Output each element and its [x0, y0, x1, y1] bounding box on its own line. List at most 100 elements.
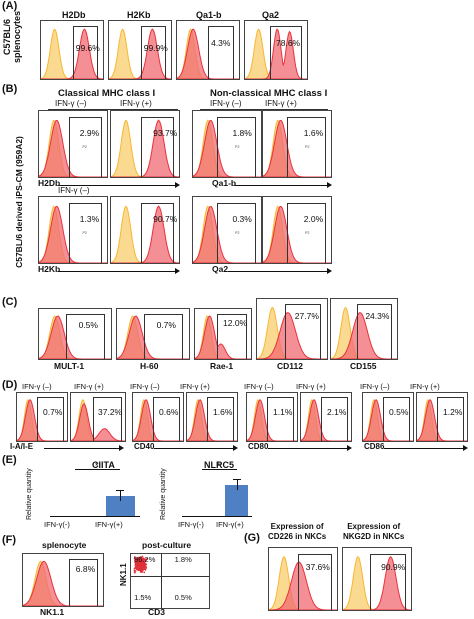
- stained-histogram: [41, 28, 103, 79]
- quadrant-label: 1.5%: [134, 592, 152, 602]
- stained-histogram: [363, 399, 413, 441]
- panel-a-title-4: Qa2: [262, 10, 280, 20]
- marker-rae1: Rae-1: [210, 361, 234, 371]
- control-histogram: [111, 119, 179, 177]
- percentage-label: 1.3%: [79, 213, 100, 224]
- percentage-label: 0.3%: [232, 213, 252, 224]
- histogram: 1.3% P2: [38, 196, 108, 264]
- histogram: 1.6%: [186, 392, 238, 442]
- category-label: IFN-γ(+): [95, 520, 123, 529]
- bar-chart-ciita: *: [50, 461, 140, 517]
- marker-h60: H-60: [140, 361, 159, 371]
- stained-histogram: [417, 399, 467, 441]
- histogram: 0.7%: [116, 308, 190, 360]
- stained-histogram: [111, 119, 179, 177]
- stained-histogram: [71, 403, 125, 441]
- stained-histogram: [193, 119, 261, 177]
- percentage-label: 1.8%: [232, 127, 252, 138]
- histogram: 1.1%: [246, 392, 298, 442]
- ifn-minus-label: IFN-γ (–): [360, 382, 390, 391]
- marker-cd40: CD40: [134, 442, 155, 451]
- percentage-label: 2.0%: [303, 213, 324, 224]
- histogram: 93.7%: [110, 110, 180, 178]
- stained-histogram: [331, 312, 397, 359]
- bar: [225, 485, 248, 516]
- histogram: 0.6%: [132, 392, 184, 442]
- ifn-plus-label: IFN-γ (+): [180, 382, 210, 391]
- histogram: 90.7%: [110, 196, 180, 264]
- histogram: 0.7%: [16, 392, 68, 442]
- control-histogram: [269, 555, 337, 610]
- ifn-minus-label: IFN-γ (–): [130, 382, 160, 391]
- histogram: 78.6%: [244, 20, 308, 80]
- stained-histogram: [263, 119, 331, 177]
- panel-a-label: (A): [2, 0, 18, 12]
- ifn-minus-label: IFN-γ (–): [210, 99, 242, 108]
- marker-cd80: CD80: [248, 442, 269, 451]
- ifn-plus-label: IFN-γ (+): [410, 382, 440, 391]
- stained-histogram: [245, 28, 307, 79]
- panel-a-side-label: C57BL/6 splenocytes: [2, 10, 22, 64]
- histogram: 1.2%: [416, 392, 468, 442]
- significance-bracket: [201, 469, 237, 470]
- ifn-minus-label: IFN-γ (–): [58, 186, 90, 195]
- marker-qa2: Qa2: [212, 264, 229, 274]
- percentage-label: 1.6%: [213, 407, 233, 418]
- panel-a-title-1: H2Db: [62, 10, 86, 20]
- percentage-label: 6.8%: [75, 564, 96, 575]
- panel-g-label: (G): [244, 532, 260, 544]
- marker-mult1: MULT-1: [54, 361, 85, 371]
- histogram: 37.6%: [268, 547, 338, 611]
- x-axis-label: NK1.1: [40, 607, 65, 617]
- significance-star: *: [217, 461, 221, 471]
- histogram: 12.0%: [194, 308, 252, 360]
- ifn-minus-label: IFN-γ (–): [55, 99, 87, 108]
- y-axis-label: Relative quantity: [160, 468, 167, 520]
- percentage-label: 37.6%: [305, 561, 330, 572]
- percentage-label: 1.2%: [443, 407, 463, 418]
- panel-b-side-label: C57BL/6 derived iPS-CM (959A2): [14, 136, 24, 268]
- histogram: 2.0% P2: [262, 196, 332, 264]
- histogram: 2.9% P2: [38, 110, 108, 178]
- category-label: IFN-γ(-): [178, 520, 204, 529]
- percentage-label: 12.0%: [223, 318, 248, 328]
- percentage-label: 93.7%: [153, 127, 178, 138]
- stained-histogram: [193, 205, 261, 263]
- stained-histogram: [39, 315, 111, 359]
- percentage-label: 1.1%: [273, 407, 293, 418]
- significance-star: *: [95, 461, 99, 471]
- percentage-label: 0.6%: [159, 407, 179, 418]
- marker-h2kb: H2Kb: [38, 264, 61, 274]
- error-cap: [232, 479, 241, 481]
- chart-title-nlrc5: NLRC5: [204, 460, 235, 470]
- percentage-label: 0.7%: [43, 407, 63, 418]
- chart-title-ciita: CIITA: [92, 460, 115, 470]
- stained-histogram: [187, 399, 237, 441]
- histogram: 27.7%: [256, 298, 328, 360]
- stained-histogram: [23, 560, 103, 606]
- histogram: 1.6% P2: [262, 110, 332, 178]
- stained-histogram: [109, 28, 171, 79]
- y-axis-label: NK1.1: [119, 563, 128, 586]
- ifn-minus-label: IFN-γ (–): [244, 382, 274, 391]
- histogram: 0.3% P2: [192, 196, 262, 264]
- stained-histogram: [39, 119, 107, 177]
- panel-c-label: (C): [2, 296, 18, 308]
- histogram: 4.3%: [176, 20, 240, 80]
- histogram: 0.5%: [362, 392, 414, 442]
- marker-qa1b: Qa1-b: [212, 178, 237, 188]
- stained-histogram: [269, 561, 337, 610]
- histogram: 24.3%: [330, 298, 398, 360]
- percentage-label: 99.9%: [143, 43, 168, 54]
- stained-histogram: [257, 312, 327, 359]
- histogram: 0.5%: [38, 308, 112, 360]
- histogram: 2.1%: [300, 392, 352, 442]
- stained-histogram: [343, 555, 411, 610]
- control-histogram: [257, 306, 327, 359]
- control-histogram: [331, 306, 397, 359]
- marker-cd112: CD112: [277, 361, 303, 371]
- error-bar: [120, 491, 122, 502]
- percentage-label: 0.5%: [389, 407, 409, 418]
- marker-iaie: I-A/I-E: [10, 442, 34, 451]
- percentage-label: 2.1%: [327, 407, 347, 418]
